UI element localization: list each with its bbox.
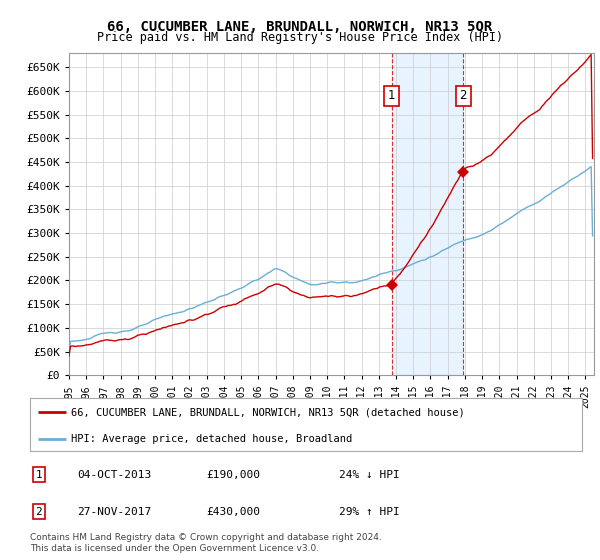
Text: 24% ↓ HPI: 24% ↓ HPI <box>339 470 400 479</box>
Text: 2: 2 <box>35 507 42 517</box>
Text: £190,000: £190,000 <box>206 470 260 479</box>
Text: 1: 1 <box>388 89 395 102</box>
Text: Contains HM Land Registry data © Crown copyright and database right 2024.
This d: Contains HM Land Registry data © Crown c… <box>30 533 382 553</box>
Text: 66, CUCUMBER LANE, BRUNDALL, NORWICH, NR13 5QR: 66, CUCUMBER LANE, BRUNDALL, NORWICH, NR… <box>107 20 493 34</box>
Text: 2: 2 <box>460 89 467 102</box>
Text: Price paid vs. HM Land Registry's House Price Index (HPI): Price paid vs. HM Land Registry's House … <box>97 31 503 44</box>
Text: 1: 1 <box>35 470 42 479</box>
Text: 66, CUCUMBER LANE, BRUNDALL, NORWICH, NR13 5QR (detached house): 66, CUCUMBER LANE, BRUNDALL, NORWICH, NR… <box>71 408 465 418</box>
Text: £430,000: £430,000 <box>206 507 260 517</box>
Text: HPI: Average price, detached house, Broadland: HPI: Average price, detached house, Broa… <box>71 434 353 444</box>
Text: 29% ↑ HPI: 29% ↑ HPI <box>339 507 400 517</box>
Bar <box>392 53 463 375</box>
Text: 27-NOV-2017: 27-NOV-2017 <box>77 507 151 517</box>
Text: 04-OCT-2013: 04-OCT-2013 <box>77 470 151 479</box>
